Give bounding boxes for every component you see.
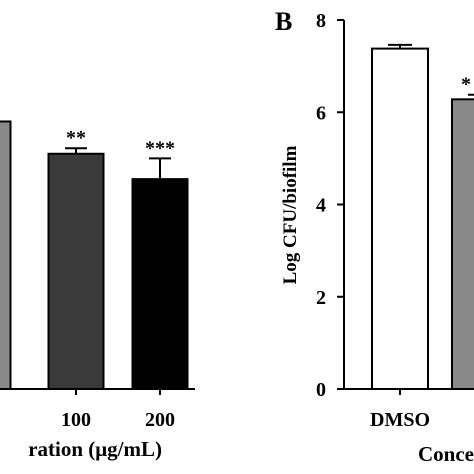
panel-b-letter: B <box>275 7 292 36</box>
panel-a-bar-1 <box>47 152 105 390</box>
panel-b: 0 2 4 6 8 DMSO * <box>316 10 474 431</box>
panel-b-y-axis-label: Log CFU/biofilm <box>280 145 301 284</box>
panel-b-y-tick-label-3: 6 <box>316 102 326 124</box>
panel-a-significance-2: *** <box>145 137 175 159</box>
panel-b-y-tick-label-0: 0 <box>316 379 326 401</box>
panel-a-x-axis-label: ration (μg/mL) <box>28 437 162 461</box>
panel-b-significance-1: * <box>461 74 471 96</box>
panel-a: 0**100***200 <box>0 120 195 431</box>
panel-b-x-axis-label: Concer <box>418 442 474 466</box>
panel-a-bar-2 <box>131 178 189 390</box>
panel-a-bar-0 <box>0 120 12 390</box>
panel-b-x-tick-label-0: DMSO <box>370 409 430 431</box>
panel-b-y-tick-label-4: 8 <box>316 10 326 32</box>
panel-b-bar-1 <box>451 98 474 391</box>
panel-a-x-tick-label-2: 200 <box>145 409 175 431</box>
panel-a-significance-1: ** <box>66 127 86 149</box>
panel-a-x-tick-label-1: 100 <box>61 409 91 431</box>
panel-b-y-tick-label-1: 2 <box>316 287 326 309</box>
panel-b-bar-0 <box>371 47 429 390</box>
panel-b-y-tick-label-2: 4 <box>316 195 326 217</box>
